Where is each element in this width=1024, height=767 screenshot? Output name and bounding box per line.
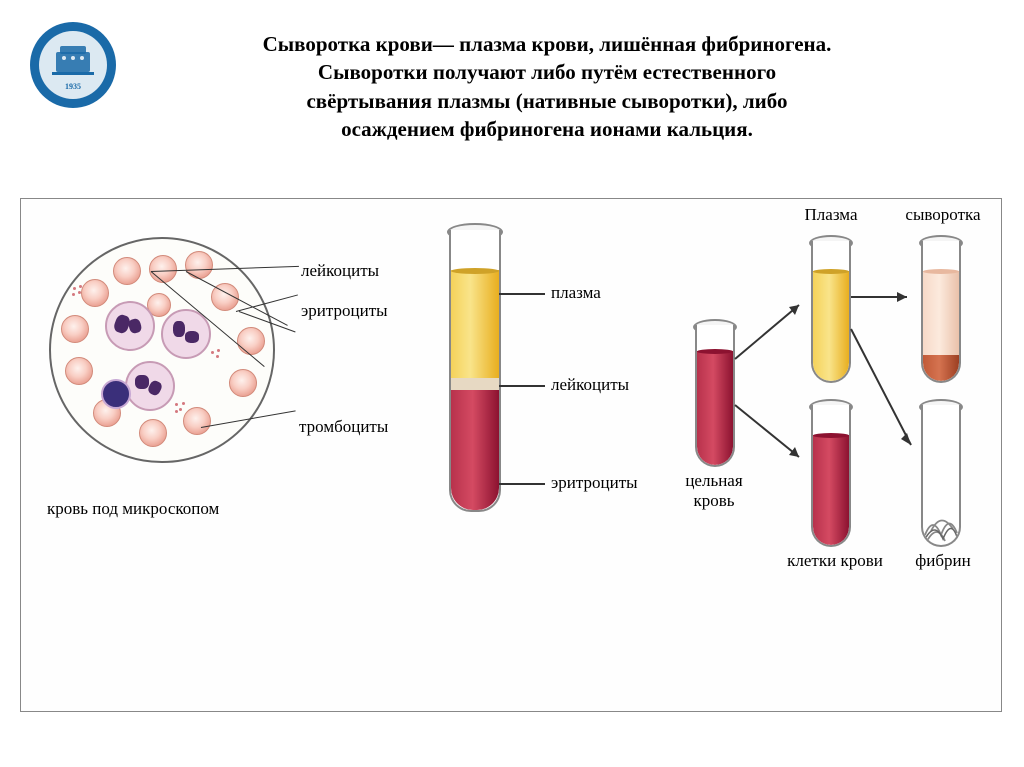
arrow-plasma-to-serum xyxy=(849,285,919,315)
arrow-plasma-to-fibrin xyxy=(849,325,921,455)
blood-cells-tube xyxy=(811,405,851,547)
label-thrombocytes-micro: тромбоциты xyxy=(299,417,388,437)
diagram-frame: лейкоциты эритроциты тромбоциты кровь по… xyxy=(20,198,1002,712)
arrow-whole-to-cells xyxy=(733,399,811,469)
label-blood-cells: клетки крови xyxy=(775,551,895,571)
svg-text:1935: 1935 xyxy=(65,82,81,91)
title-line-2: Сыворотки получают либо путём естественн… xyxy=(318,60,776,84)
microscope-caption: кровь под микроскопом xyxy=(47,499,219,519)
label-serum-flow: сыворотка xyxy=(893,205,993,225)
fibrin-tube xyxy=(921,405,961,547)
whole-blood-tube xyxy=(695,325,735,467)
title-line-3: свёртывания плазмы (нативные сыворотки),… xyxy=(306,89,787,113)
label-plasma-big: плазма xyxy=(551,283,601,303)
label-leukocytes-big: лейкоциты xyxy=(551,375,629,395)
label-erythrocytes-big: эритроциты xyxy=(551,473,638,493)
university-logo: 1935 xyxy=(28,20,118,110)
label-plasma-flow: Плазма xyxy=(791,205,871,225)
centrifuged-tube xyxy=(449,230,501,512)
label-whole-blood: цельная кровь xyxy=(669,471,759,511)
label-erythrocytes-micro: эритроциты xyxy=(301,301,388,321)
serum-tube xyxy=(921,241,961,383)
title-line-1: Сыворотка крови— плазма крови, лишённая … xyxy=(263,32,832,56)
slide-title: Сыворотка крови— плазма крови, лишённая … xyxy=(130,30,964,143)
title-line-4: осаждением фибриногена ионами кальция. xyxy=(341,117,753,141)
plasma-tube xyxy=(811,241,851,383)
label-leukocytes-micro: лейкоциты xyxy=(301,261,379,281)
arrow-whole-to-plasma xyxy=(733,299,811,369)
label-fibrin: фибрин xyxy=(903,551,983,571)
